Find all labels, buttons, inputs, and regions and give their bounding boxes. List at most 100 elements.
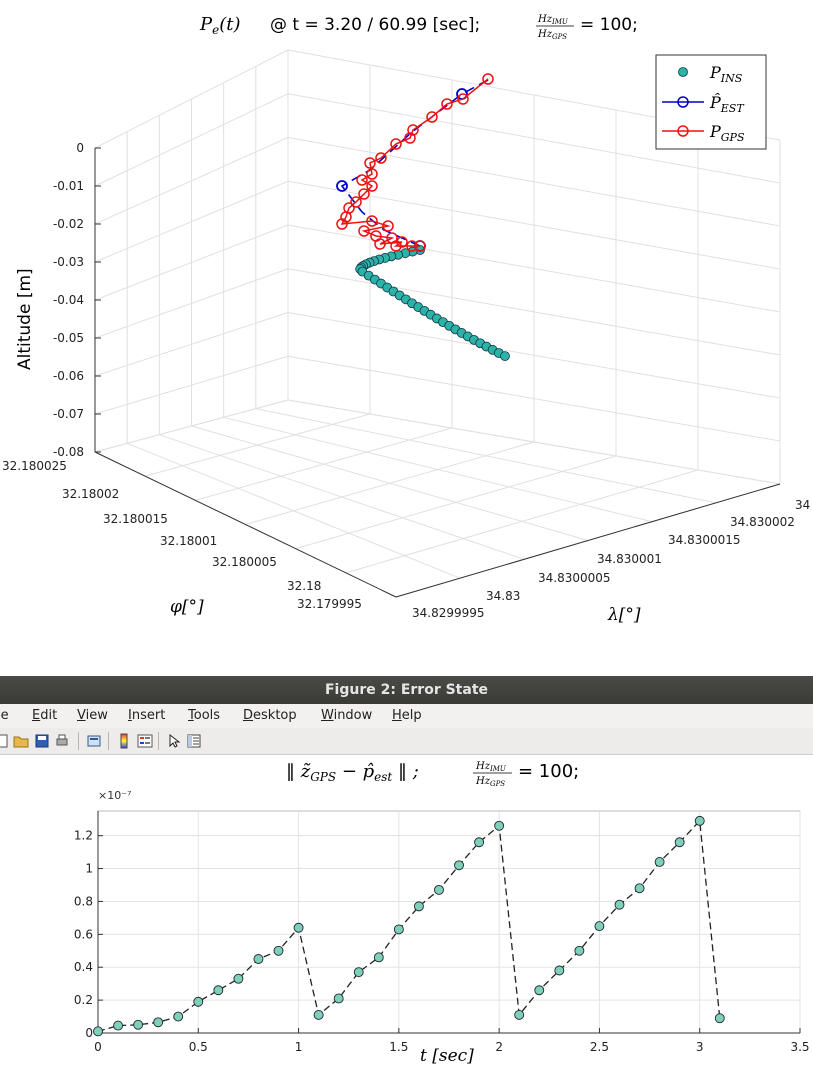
open-icon[interactable]	[0, 733, 10, 749]
window-title: Figure 2: Error State	[324, 682, 489, 698]
gps-point	[374, 238, 386, 250]
ins-point	[500, 351, 510, 361]
figure2-plot[interactable]: ‖ z̃GPS − p̂est ‖ ; HzIMU HzGPS = 100; ×…	[0, 755, 813, 1079]
y-tick-label: 0	[85, 1026, 93, 1040]
pointer-icon[interactable]	[166, 733, 182, 749]
error-point	[413, 901, 424, 912]
gps-point	[358, 188, 370, 200]
svg-text:‖ z̃GPS − p̂est ‖ ;: ‖ z̃GPS − p̂est ‖ ;	[286, 761, 419, 784]
colorbar-icon[interactable]	[116, 733, 132, 749]
legend-icon[interactable]	[137, 733, 153, 749]
error-point	[494, 820, 505, 831]
lambda-tick-label: 34	[795, 498, 810, 512]
menu-window[interactable]: Window	[321, 708, 373, 723]
svg-text:HzGPS: HzGPS	[537, 29, 567, 41]
figure1-phi-ticks: 32.180025 32.18002 32.180015 32.18001 32.180…	[2, 459, 362, 611]
gps-series	[336, 73, 494, 252]
menu-help[interactable]: Help	[392, 708, 422, 723]
error-point	[273, 945, 284, 956]
lambda-tick-label: 34.830001	[597, 552, 662, 566]
error-point	[474, 837, 485, 848]
phi-tick-label: 32.18001	[160, 534, 217, 548]
error-point	[594, 921, 605, 932]
legend-ins-label: PINS	[709, 63, 743, 85]
x-tick-label: 3	[696, 1040, 704, 1054]
est-point	[336, 180, 348, 192]
error-series	[93, 815, 725, 1037]
gps-point	[396, 236, 408, 248]
gps-point	[482, 73, 494, 85]
z-tick-label: -0.08	[53, 445, 84, 459]
figure2-svg: ‖ z̃GPS − p̂est ‖ ; HzIMU HzGPS = 100; ×…	[74, 761, 810, 1066]
error-point	[654, 857, 665, 867]
menu-view[interactable]: View	[77, 708, 108, 723]
lambda-tick-label: 34.8300015	[668, 533, 741, 547]
gps-point	[350, 196, 362, 208]
error-point	[193, 996, 204, 1007]
y-tick-label: 0.6	[74, 927, 93, 941]
gps-point	[441, 98, 453, 110]
window-titlebar[interactable]: Figure 2: Error State	[0, 676, 813, 704]
gps-point	[358, 225, 370, 237]
gps-point	[366, 168, 378, 180]
phi-tick-label: 32.18002	[62, 487, 119, 501]
lambda-tick-label: 34.8300005	[538, 571, 611, 585]
figure2-y-ticks: 0 0.2 0.4 0.6 0.8 1 1.2	[74, 829, 103, 1040]
menu-edit[interactable]: Edit	[32, 708, 58, 723]
gps-point	[364, 157, 376, 169]
lambda-tick-label: 34.83	[486, 589, 520, 603]
est-series	[336, 79, 489, 252]
gps-point	[390, 240, 402, 252]
svg-text:HzGPS: HzGPS	[475, 776, 505, 788]
figure1-svg: Pe(t) @ t = 3.20 / 60.99 [sec]; HzIMU Hz…	[2, 14, 810, 625]
error-point	[313, 1009, 324, 1020]
ins-series	[355, 245, 510, 361]
x-tick-label: 2.5	[590, 1040, 609, 1054]
figure1-legend[interactable]: PINS P̂EST PGPS	[655, 54, 767, 150]
x-tick-label: 0.5	[189, 1040, 208, 1054]
z-tick-label: -0.04	[53, 293, 84, 307]
menu-desktop[interactable]: Desktop	[243, 708, 297, 723]
z-tick-label: -0.02	[53, 217, 84, 231]
error-point	[534, 985, 545, 996]
menu-file[interactable]: le	[0, 708, 9, 723]
figure2-x-ticks: 0 0.5 1 1.5 2 2.5 3 3.5	[94, 1028, 810, 1054]
link-icon[interactable]	[86, 733, 102, 749]
desktop-gap	[0, 640, 813, 676]
figure2-window[interactable]: Figure 2: Error State le Edit View Inser…	[0, 676, 813, 1079]
svg-text:HzIMU: HzIMU	[475, 761, 507, 773]
gps-point	[382, 220, 394, 232]
folder-icon[interactable]	[13, 733, 29, 749]
z-tick-label: -0.03	[53, 255, 84, 269]
error-point	[213, 985, 224, 996]
save-icon[interactable]	[34, 733, 50, 749]
x-tick-label: 1	[295, 1040, 303, 1054]
figure1-lambda-axis-label: λ[°]	[607, 605, 641, 625]
error-point	[373, 952, 384, 963]
figure1-3d-plot[interactable]: Pe(t) @ t = 3.20 / 60.99 [sec]; HzIMU Hz…	[0, 0, 813, 640]
z-tick-label: -0.01	[53, 179, 84, 193]
phi-tick-label: 32.180015	[103, 512, 168, 526]
figure2-x-axis-label: t [sec]	[420, 1046, 474, 1066]
legend-est-label: P̂EST	[709, 93, 745, 115]
error-point	[393, 924, 404, 935]
error-point	[253, 954, 264, 964]
error-point	[153, 1017, 164, 1028]
figure1-phi-axis-label: φ[°]	[170, 597, 204, 617]
y-tick-label: 0.4	[74, 960, 93, 974]
phi-tick-label: 32.180005	[212, 555, 277, 569]
svg-text:= 100;: = 100;	[518, 761, 579, 782]
error-point	[113, 1020, 124, 1031]
menu-tools[interactable]: Tools	[188, 708, 221, 723]
phi-tick-label: 32.179995	[297, 597, 362, 611]
error-point	[514, 1009, 525, 1020]
y-tick-label: 1.2	[74, 829, 93, 843]
menu-insert[interactable]: Insert	[128, 708, 166, 723]
error-point	[554, 965, 565, 976]
print-icon[interactable]	[54, 733, 70, 749]
gps-point	[390, 138, 402, 150]
menu-bar: le Edit View Insert Tools Desktop Window…	[0, 704, 813, 728]
property-editor-icon[interactable]	[186, 733, 202, 749]
y-tick-label: 0.8	[74, 894, 93, 908]
